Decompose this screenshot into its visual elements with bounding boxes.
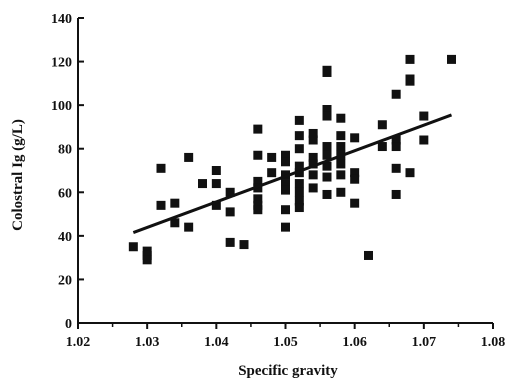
data-point <box>322 142 332 152</box>
data-point <box>170 218 180 228</box>
data-point <box>308 128 318 138</box>
data-point <box>377 142 387 152</box>
data-point <box>294 144 304 154</box>
data-point <box>294 115 304 125</box>
data-point <box>350 133 360 143</box>
data-point <box>294 179 304 189</box>
data-point <box>294 161 304 171</box>
x-tick-label: 1.04 <box>204 335 229 350</box>
y-tick-label: 60 <box>58 186 72 201</box>
data-point <box>281 179 290 189</box>
data-point <box>336 131 346 141</box>
data-point <box>336 142 346 152</box>
data-point <box>253 176 263 186</box>
data-point <box>322 150 332 160</box>
data-point <box>267 168 277 178</box>
data-point <box>405 168 415 178</box>
data-point <box>142 255 152 265</box>
trend-line <box>132 113 453 234</box>
y-tick-label: 100 <box>51 99 72 114</box>
data-point <box>211 200 221 210</box>
data-point <box>322 67 332 77</box>
x-tick-label: 1.08 <box>481 335 506 350</box>
data-point <box>308 183 318 193</box>
data-point <box>239 240 249 250</box>
data-point <box>322 172 332 182</box>
data-point <box>184 152 194 162</box>
data-point <box>267 152 277 162</box>
data-point <box>281 222 290 232</box>
x-tick-label: 1.06 <box>342 335 367 350</box>
data-point <box>350 168 360 178</box>
data-point <box>253 194 263 204</box>
y-tick-label: 140 <box>51 12 72 27</box>
y-tick-label: 80 <box>58 143 72 158</box>
x-tick-label: 1.02 <box>66 335 91 350</box>
data-point <box>294 187 304 197</box>
data-point <box>170 198 180 208</box>
data-point <box>336 170 346 180</box>
data-point <box>419 135 429 145</box>
data-point <box>350 198 360 208</box>
data-point <box>322 111 332 121</box>
data-point <box>294 131 304 141</box>
y-tick-label: 20 <box>58 273 72 288</box>
data-point <box>336 113 346 123</box>
data-point <box>156 200 166 210</box>
data-point <box>377 120 387 130</box>
data-point <box>308 152 318 162</box>
data-point <box>322 161 332 171</box>
data-point <box>308 159 318 169</box>
data-point <box>281 205 290 215</box>
x-axis-title: Specific gravity <box>238 363 338 379</box>
x-tick-label: 1.07 <box>412 335 437 350</box>
data-point <box>336 187 346 197</box>
data-point <box>225 187 235 197</box>
data-point <box>225 237 235 247</box>
data-point <box>253 150 263 160</box>
data-point <box>391 189 401 199</box>
data-point <box>322 105 332 114</box>
data-point <box>211 179 221 189</box>
x-tick-label: 1.03 <box>135 335 160 350</box>
data-point <box>419 111 429 121</box>
x-axis-ticks: 1.02 1.03 1.04 1.05 1.06 1.07 1.08 <box>66 323 506 350</box>
data-point <box>391 163 401 173</box>
y-tick-label: 120 <box>51 56 72 71</box>
data-point <box>322 189 332 199</box>
data-point <box>405 76 415 86</box>
data-point <box>405 54 415 64</box>
data-points <box>128 54 456 265</box>
data-point <box>294 196 304 206</box>
data-point <box>211 166 221 175</box>
data-point <box>364 250 373 260</box>
data-point <box>281 157 290 167</box>
y-axis-ticks: 0 20 40 60 80 100 120 140 <box>51 12 84 332</box>
data-point <box>156 163 166 173</box>
data-point <box>253 205 263 215</box>
y-tick-label: 40 <box>58 230 72 245</box>
data-point <box>391 135 401 145</box>
data-point <box>281 185 290 195</box>
data-point <box>336 159 346 169</box>
data-point <box>308 135 318 145</box>
data-point <box>225 207 235 217</box>
data-point <box>308 170 318 180</box>
data-point <box>281 150 290 160</box>
data-point <box>391 89 401 99</box>
data-point <box>350 174 360 184</box>
data-point <box>391 142 401 152</box>
y-axis-title: Colostral Ig (g/L) <box>10 119 26 231</box>
data-point <box>184 222 194 232</box>
data-point <box>447 54 456 64</box>
data-point <box>128 242 138 252</box>
data-point <box>294 203 304 213</box>
data-point <box>198 179 207 189</box>
x-tick-label: 1.05 <box>273 335 298 350</box>
data-point <box>253 124 263 134</box>
y-tick-label: 0 <box>65 317 72 332</box>
